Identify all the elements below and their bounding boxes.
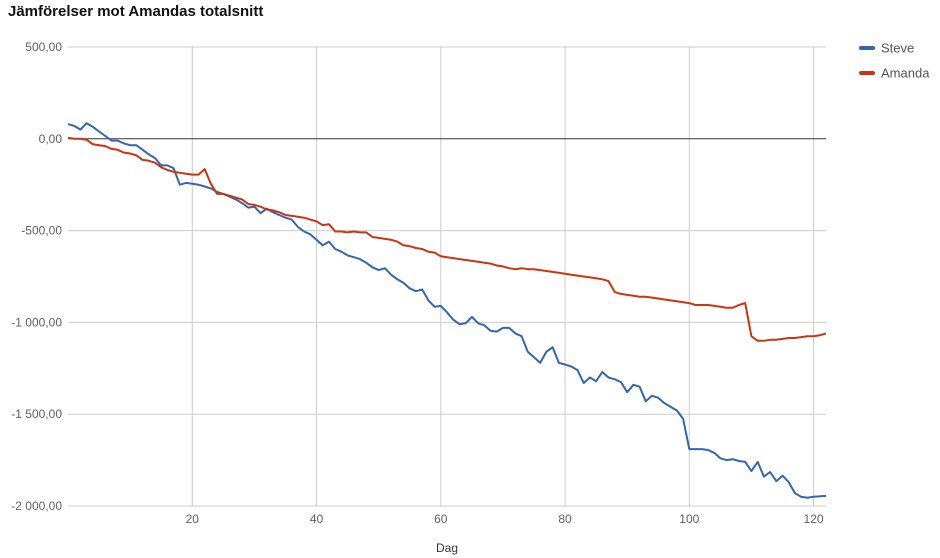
x-axis-tick-labels: 20 40 60 80 100 120	[186, 512, 824, 526]
series-lines	[67, 122, 827, 499]
x-tick-label: 60	[434, 512, 448, 526]
x-tick-label: 120	[804, 512, 824, 526]
series-line-amanda	[67, 136, 827, 342]
legend: Steve Amanda	[859, 41, 930, 81]
y-tick-label: -500,00	[21, 224, 62, 238]
y-tick-label: -2 000,00	[11, 499, 62, 513]
y-axis-tick-labels: 500,00 0,00 -500,00 -1 000,00 -1 500,00 -2 00…	[11, 40, 62, 513]
y-tick-label: 500,00	[25, 40, 62, 54]
grid-lines	[68, 46, 826, 507]
series-line-steve	[67, 122, 827, 499]
x-tick-label: 80	[558, 512, 572, 526]
x-axis-label: Dag	[436, 541, 458, 555]
x-tick-label: 20	[186, 512, 200, 526]
x-tick-label: 40	[310, 512, 324, 526]
chart-title: Jämförelser mot Amandas totalsnitt	[8, 3, 264, 20]
y-tick-label: -1 000,00	[11, 315, 62, 329]
legend-label-steve: Steve	[881, 41, 914, 56]
y-tick-label: -1 500,00	[11, 407, 62, 421]
x-tick-label: 100	[679, 512, 699, 526]
y-tick-label: 0,00	[39, 132, 63, 146]
legend-label-amanda: Amanda	[881, 66, 930, 81]
